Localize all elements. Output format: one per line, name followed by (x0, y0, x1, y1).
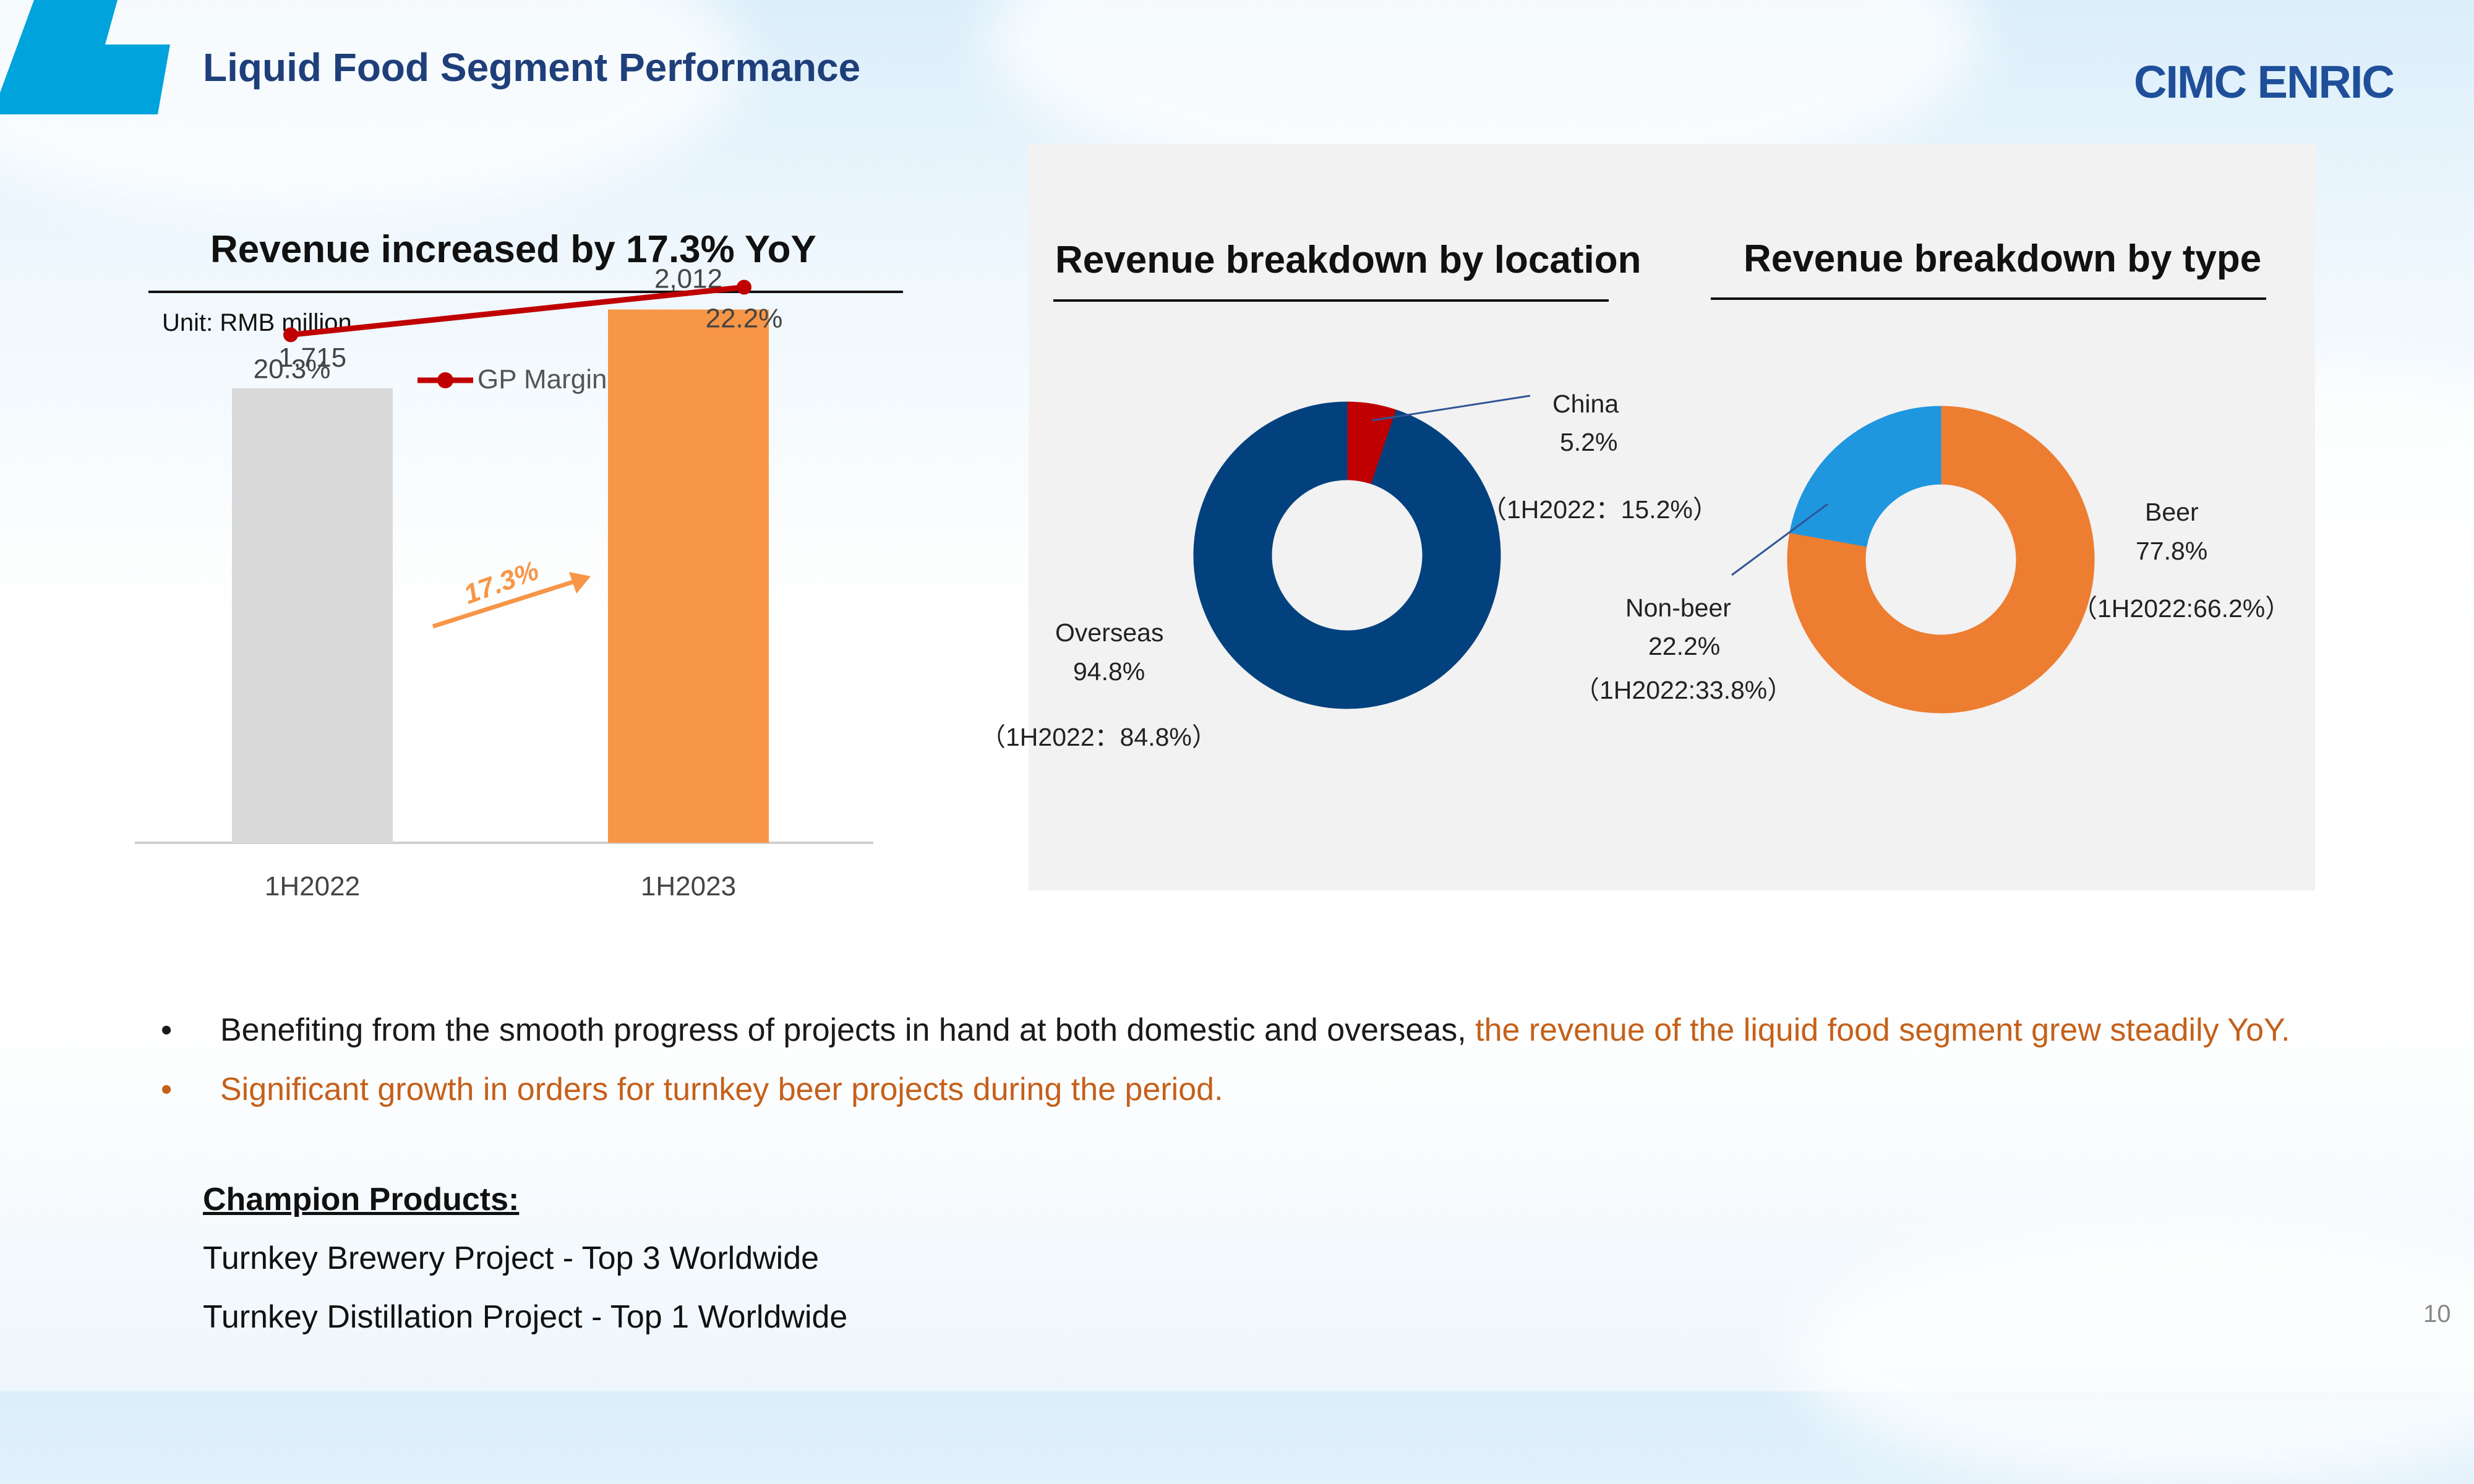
bar-1H2023 (608, 309, 769, 843)
gp-margin-point (737, 279, 751, 295)
nonbeer-pct: 22.2% (1648, 632, 1721, 660)
china-leader-line (1371, 394, 1531, 422)
bar-1H2022 (232, 388, 393, 843)
beer-prior: （1H2022:66.2%） (2072, 594, 2291, 623)
china-label: China (1552, 390, 1619, 418)
bullet-item: • Benefiting from the smooth progress of… (161, 1000, 2412, 1060)
champion-item: Turnkey Brewery Project - Top 3 Worldwid… (203, 1240, 820, 1276)
type-title-rule (1711, 297, 2266, 300)
bullet-highlight: the revenue of the liquid food segment g… (1475, 1012, 2290, 1048)
bullet-dot: • (161, 1012, 173, 1048)
overseas-prior: （1H2022：84.8%） (980, 723, 1217, 751)
nonbeer-leader-line (1731, 503, 1828, 576)
type-chart-title: Revenue breakdown by type (1744, 237, 2262, 280)
revenue-chart-title: Revenue increased by 17.3% YoY (210, 228, 816, 271)
cloud-decoration (1794, 1224, 2474, 1484)
bar-value-label: 1,715 (278, 343, 346, 373)
x-tick-label: 1H2022 (265, 871, 360, 902)
gp-margin-line (290, 284, 745, 338)
growth-arrow-head (569, 572, 591, 594)
company-logo: CIMC ENRIC (2134, 56, 2395, 108)
overseas-label: Overseas (1055, 618, 1164, 647)
gp-margin-point (283, 327, 298, 343)
revenue-title-rule (148, 291, 903, 293)
beer-label: Beer (2145, 498, 2199, 526)
bullet-list: • Benefiting from the smooth progress of… (161, 1000, 2412, 1119)
overseas-pct: 94.8% (1073, 657, 1145, 686)
legend-marker-gp-margin (437, 372, 453, 388)
legend-label-gp-margin: GP Margin (477, 364, 607, 394)
location-title-rule (1053, 299, 1609, 302)
growth-arrow (432, 579, 576, 629)
x-tick-label: 1H2023 (641, 871, 736, 902)
bullet-highlight: Significant growth in orders for turnkey… (220, 1072, 1223, 1107)
bullet-dot: • (161, 1072, 173, 1107)
champion-item: Turnkey Distillation Project - Top 1 Wor… (203, 1299, 848, 1335)
bullet-item: • Significant growth in orders for turnk… (161, 1060, 2412, 1119)
donut-slice-beer (1787, 406, 2095, 714)
breakdown-donut-charts (1193, 394, 2095, 714)
nonbeer-prior: （1H2022:33.8%） (1574, 676, 1793, 704)
bullet-text: Benefiting from the smooth progress of p… (220, 1012, 1476, 1048)
nonbeer-label: Non-beer (1625, 594, 1731, 622)
location-chart-title: Revenue breakdown by location (1055, 239, 1641, 281)
donut-slice-non-beer (1789, 406, 1941, 547)
slide-title: Liquid Food Segment Performance (203, 45, 861, 90)
gp-margin-label: 22.2% (706, 304, 783, 334)
beer-pct: 77.8% (2136, 537, 2208, 565)
china-prior: （1H2022：15.2%） (1481, 495, 1718, 524)
header-accent-shape (0, 0, 170, 114)
donut-slice-overseas (1193, 401, 1501, 709)
champion-products-title: Champion Products: (203, 1182, 520, 1217)
page-number: 10 (2423, 1300, 2451, 1328)
gp-margin-label: 20.3% (254, 354, 331, 384)
china-pct: 5.2% (1560, 428, 1618, 456)
